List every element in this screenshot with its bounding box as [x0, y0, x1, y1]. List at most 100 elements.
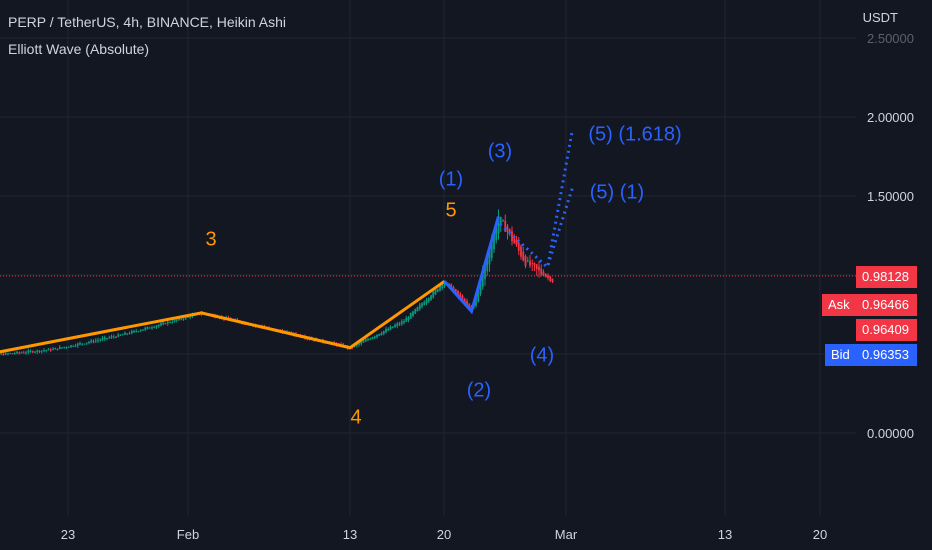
wave-label-5: 5 — [445, 199, 457, 222]
x-tick-label: 20 — [436, 527, 452, 542]
candle-body — [97, 339, 99, 341]
candle-body — [533, 263, 536, 266]
candle-body — [490, 241, 493, 258]
candle-body — [394, 324, 396, 328]
candle-body — [137, 331, 140, 333]
mid-price-tag: 0.96409 — [856, 319, 917, 341]
candle-body — [544, 273, 547, 277]
y-tick-label: 0.00000 — [867, 426, 914, 441]
candle-body — [416, 306, 419, 312]
candle-body — [56, 348, 59, 350]
x-tick-label: 13 — [342, 527, 358, 542]
candle-body — [133, 330, 135, 333]
candle-body — [466, 300, 468, 306]
candle-body — [538, 266, 540, 271]
candle-body — [443, 281, 446, 287]
candle-body — [11, 353, 14, 355]
candle-body — [499, 216, 502, 226]
candle-body — [513, 236, 516, 244]
candle-body — [535, 264, 538, 269]
candle-body — [484, 263, 486, 280]
candle-body — [373, 336, 376, 339]
wave-label-4: 4 — [350, 406, 362, 429]
candle-body — [459, 293, 462, 299]
x-tick-label: 13 — [717, 527, 733, 542]
candle-body — [36, 350, 39, 352]
x-tick-label: Mar — [554, 527, 578, 542]
candle-body — [511, 231, 513, 242]
candle-body — [488, 251, 491, 265]
candle-body — [79, 343, 81, 345]
elliott-wave-intermediate — [443, 216, 500, 315]
candle-body — [360, 341, 363, 344]
candle-body — [434, 289, 437, 295]
candle-body — [94, 340, 97, 342]
candle-body — [106, 338, 108, 340]
candle-body — [182, 318, 185, 320]
candle-body — [85, 342, 88, 344]
candle-body — [367, 338, 369, 341]
candle-body — [441, 284, 444, 289]
candle-body — [117, 334, 120, 337]
candle-body — [468, 303, 471, 309]
wave-label-2: (2) — [466, 379, 492, 402]
candle-body — [540, 268, 543, 275]
candle-body — [180, 318, 183, 320]
candle-body — [477, 287, 480, 302]
candle-body — [405, 318, 408, 322]
candle-body — [547, 275, 549, 279]
indicator-title[interactable]: Elliott Wave (Absolute) — [8, 41, 150, 57]
candle-body — [187, 316, 189, 318]
projection-label-1: (5) (1) — [589, 181, 645, 204]
projection-line-1618 — [546, 131, 574, 266]
projection-label-1618: (5) (1.618) — [588, 123, 682, 146]
candle-body — [502, 220, 504, 222]
candle-body — [169, 322, 171, 324]
candle-body — [173, 319, 176, 323]
candle-body — [31, 351, 34, 353]
candle-body — [112, 336, 115, 338]
candle-body — [549, 276, 552, 281]
candle-body — [495, 227, 498, 241]
candle-body — [407, 317, 410, 321]
candle-body — [515, 239, 518, 245]
candle-body — [506, 226, 509, 233]
candle-body — [124, 332, 126, 335]
candle-body — [81, 343, 84, 345]
candle-body — [517, 242, 520, 251]
candle-body — [522, 251, 525, 261]
candle-body — [54, 348, 57, 350]
candle-body — [144, 327, 147, 330]
candle-body — [7, 353, 9, 355]
candle-body — [439, 285, 441, 291]
candle-body — [364, 339, 367, 342]
candle-body — [421, 303, 423, 307]
wave-label-3: 3 — [205, 228, 217, 251]
candle-body — [551, 278, 554, 282]
candle-body — [130, 331, 133, 334]
candle-body — [475, 296, 477, 306]
candle-body — [61, 347, 63, 349]
candle-body — [103, 337, 106, 340]
candle-body — [355, 343, 358, 346]
candle-body — [497, 216, 500, 234]
candle-body — [119, 334, 122, 336]
candle-body — [175, 319, 178, 321]
candle-body — [49, 349, 52, 351]
y-tick-label: 1.50000 — [867, 189, 914, 204]
candle-body — [160, 323, 162, 326]
candle-body — [139, 330, 142, 332]
bid-label: Bid — [825, 344, 856, 366]
symbol-title[interactable]: PERP / TetherUS, 4h, BINANCE, Heikin Ash… — [8, 14, 287, 30]
candle-body — [157, 324, 160, 327]
candle-body — [74, 345, 77, 347]
candle-body — [454, 289, 457, 293]
grid-lines — [0, 0, 856, 515]
candle-body — [16, 351, 18, 354]
wave-label-3-intermediate: (3) — [487, 140, 513, 163]
candle-body — [385, 328, 387, 333]
candle-body — [378, 333, 381, 336]
ask-label: Ask — [822, 294, 856, 316]
candle-body — [72, 345, 75, 347]
